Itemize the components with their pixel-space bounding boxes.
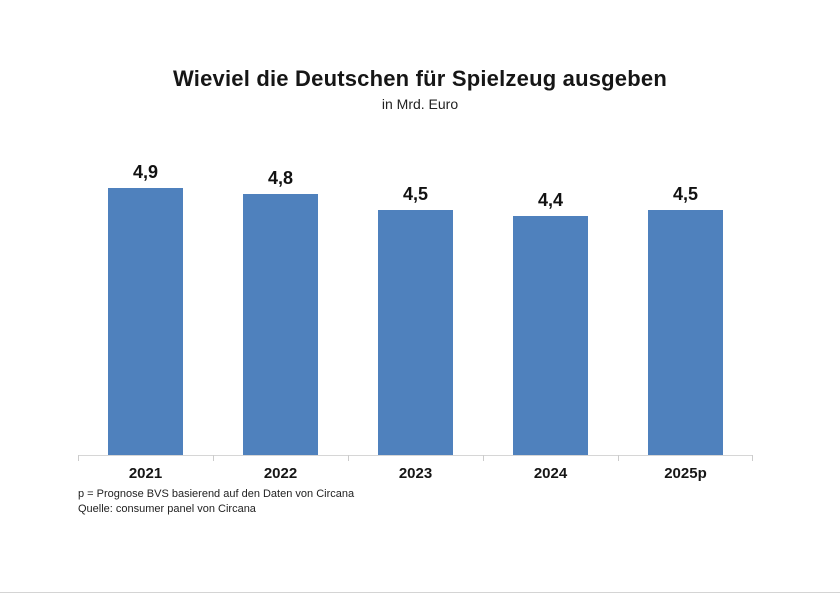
chart-subtitle: in Mrd. Euro	[381, 96, 459, 112]
chart-title: Wieviel die Deutschen für Spielzeug ausg…	[173, 66, 667, 91]
x-axis-line	[78, 455, 753, 456]
bar-value-label-2022: 4,8	[267, 167, 294, 188]
x-axis-label-2023: 2023	[398, 465, 433, 482]
bar-value-label-2024: 4,4	[537, 189, 564, 210]
x-axis-label-2025p: 2025p	[664, 465, 707, 482]
bar-value-label-2023: 4,5	[402, 184, 429, 205]
x-axis-tick	[213, 455, 214, 461]
x-axis-tick	[483, 455, 484, 461]
bar-2021	[108, 188, 183, 455]
bottom-edge-line	[0, 592, 840, 593]
bar-2024	[513, 215, 588, 455]
footnote-block: p = Prognose BVS basierend auf den Daten…	[78, 487, 354, 517]
bar-chart-plot: 4,9 2021 4,8 2022 4,5 2023 4,4 2024 4,5 2025p	[78, 162, 753, 482]
x-axis-label-2024: 2024	[533, 465, 568, 482]
bar-value-label-2021: 4,9	[132, 162, 159, 183]
x-axis-tick	[618, 455, 619, 461]
bar-2025p	[648, 210, 723, 455]
x-axis-label-2022: 2022	[263, 465, 298, 482]
x-axis-label-2021: 2021	[128, 465, 163, 482]
footnote-line-2: Quelle: consumer panel von Circana	[78, 503, 256, 515]
x-axis-tick	[348, 455, 349, 461]
x-axis-tick	[78, 455, 79, 461]
x-axis-tick	[752, 455, 753, 461]
bar-2022	[243, 193, 318, 455]
bar-2023	[378, 210, 453, 455]
footnote-line-1: p = Prognose BVS basierend auf den Daten…	[78, 488, 355, 500]
bar-value-label-2025p: 4,5	[672, 184, 699, 205]
